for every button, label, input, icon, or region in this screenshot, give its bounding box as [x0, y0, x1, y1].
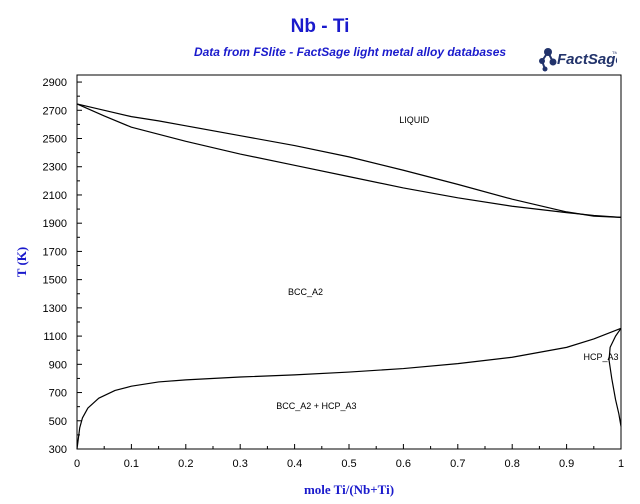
x-tick-label: 0.6: [396, 458, 411, 470]
chart-title: Nb - Ti: [290, 16, 350, 37]
x-axis: 0 0.1 0.2 0.3 0.4 0.5 0.6 0.7 0.8 0.9 1: [74, 444, 624, 470]
x-tick-label: 0.3: [233, 458, 248, 470]
x-tick-label: 0.4: [287, 458, 302, 470]
phase-boundary-3: [76, 327, 622, 450]
y-axis-title: T (K): [14, 247, 29, 277]
factsage-logo: FactSage TM: [539, 48, 617, 72]
x-tick-label: 0.5: [341, 458, 356, 470]
x-tick-label: 0.2: [178, 458, 193, 470]
y-tick-label: 1300: [43, 303, 67, 315]
y-tick-label: 2900: [43, 77, 67, 89]
x-axis-title: mole Ti/(Nb+Ti): [304, 482, 394, 497]
x-tick-label: 0.9: [559, 458, 574, 470]
logo-molecule-icon: [539, 48, 557, 72]
y-tick-label: 2700: [43, 105, 67, 117]
phase-boundary-1: [76, 103, 622, 219]
region-label: HCP_A3: [583, 352, 618, 362]
y-tick-label: 300: [49, 444, 67, 456]
y-tick-label: 500: [49, 416, 67, 428]
x-tick-label: 0.7: [450, 458, 465, 470]
phase-boundary-4: [608, 327, 622, 427]
y-tick-label: 2300: [43, 162, 67, 174]
y-tick-label: 1500: [43, 275, 67, 287]
region-label: LIQUID: [399, 115, 430, 125]
phase-boundaries: [76, 103, 622, 450]
region-label: BCC_A2 + HCP_A3: [276, 401, 356, 411]
plot-frame: [76, 74, 622, 450]
y-tick-label: 2100: [43, 190, 67, 202]
x-tick-label: 0: [74, 458, 80, 470]
x-tick-label: 0.8: [505, 458, 520, 470]
y-tick-label: 1700: [43, 246, 67, 258]
y-tick-label: 900: [49, 359, 67, 371]
logo-text: FactSage: [557, 51, 617, 68]
y-tick-label: 2500: [43, 134, 67, 146]
x-tick-label: 0.1: [124, 458, 139, 470]
chart-subtitle: Data from FSlite - FactSage light metal …: [193, 45, 507, 59]
x-tick-label: 1: [618, 458, 624, 470]
phase-labels: LIQUID BCC_A2 BCC_A2 + HCP_A3 HCP_A3: [276, 115, 618, 411]
phase-boundary-2: [76, 103, 622, 219]
region-label: BCC_A2: [288, 287, 323, 297]
logo-trademark: TM: [612, 50, 617, 55]
y-tick-label: 700: [49, 388, 67, 400]
y-axis: 300 500 700 900 1100 1300 1500 1700 1900 2100 2300…: [43, 77, 82, 456]
y-tick-label: 1100: [43, 331, 67, 343]
y-tick-label: 1900: [43, 218, 67, 230]
